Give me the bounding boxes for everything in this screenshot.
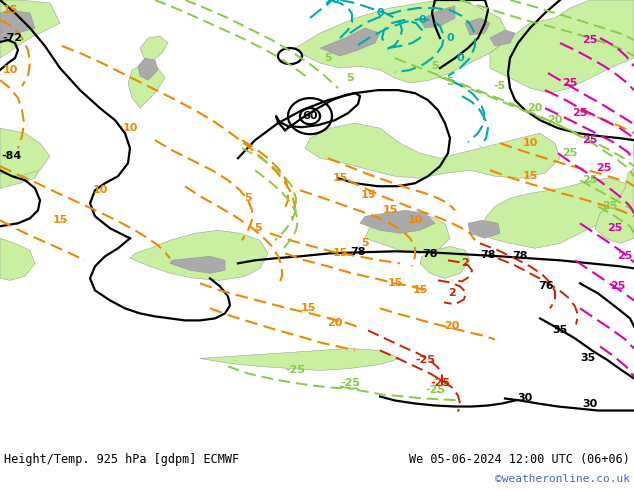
Text: -25: -25 (425, 386, 445, 395)
Text: 25: 25 (582, 175, 598, 185)
Polygon shape (305, 123, 560, 178)
Text: 15: 15 (360, 190, 376, 200)
Text: 20: 20 (547, 115, 563, 125)
Polygon shape (468, 220, 500, 238)
Text: 10: 10 (122, 123, 138, 133)
Text: We 05-06-2024 12:00 UTC (06+06): We 05-06-2024 12:00 UTC (06+06) (409, 453, 630, 466)
Polygon shape (0, 0, 60, 58)
Polygon shape (140, 36, 168, 63)
Polygon shape (490, 0, 634, 93)
Text: 15: 15 (332, 173, 347, 183)
Text: 2: 2 (448, 289, 456, 298)
Text: 25: 25 (597, 163, 612, 173)
Text: Height/Temp. 925 hPa [gdpm] ECMWF: Height/Temp. 925 hPa [gdpm] ECMWF (4, 453, 239, 466)
Text: 2: 2 (461, 258, 469, 269)
Text: 35: 35 (580, 353, 595, 364)
Polygon shape (320, 28, 380, 56)
Text: 30: 30 (517, 393, 533, 403)
Polygon shape (0, 148, 40, 188)
Text: -84: -84 (2, 151, 22, 161)
Text: 5: 5 (244, 193, 252, 203)
Polygon shape (420, 6, 455, 28)
Text: 25: 25 (607, 223, 623, 233)
Text: 15: 15 (301, 303, 316, 314)
Polygon shape (465, 18, 490, 35)
Text: 60: 60 (302, 111, 318, 121)
Text: 10: 10 (3, 65, 18, 75)
Text: 5: 5 (324, 53, 332, 63)
Text: 15: 15 (522, 171, 538, 181)
Text: 5: 5 (446, 77, 454, 87)
Text: 15: 15 (3, 5, 18, 15)
Text: 0: 0 (331, 0, 339, 5)
Text: ©weatheronline.co.uk: ©weatheronline.co.uk (495, 474, 630, 484)
Text: 0: 0 (456, 53, 464, 63)
Text: 0: 0 (446, 33, 454, 43)
Polygon shape (0, 128, 50, 176)
Text: -25: -25 (340, 378, 360, 389)
Text: 20: 20 (444, 321, 460, 331)
Text: -25: -25 (430, 378, 450, 389)
Text: 15: 15 (387, 278, 403, 288)
Text: 25: 25 (618, 251, 633, 261)
Polygon shape (295, 0, 510, 83)
Text: -25: -25 (285, 366, 305, 375)
Polygon shape (130, 230, 268, 280)
Polygon shape (420, 246, 470, 278)
Text: 15: 15 (53, 215, 68, 225)
Text: 35: 35 (552, 325, 567, 336)
Text: 0: 0 (376, 8, 384, 18)
Polygon shape (485, 178, 630, 248)
Polygon shape (0, 238, 35, 280)
Text: 25: 25 (562, 78, 578, 88)
Polygon shape (360, 210, 435, 233)
Text: 5: 5 (346, 73, 354, 83)
Text: 78: 78 (480, 250, 496, 260)
Text: -5: -5 (494, 81, 506, 91)
Text: 5: 5 (254, 223, 262, 233)
Polygon shape (365, 216, 450, 253)
Text: 10: 10 (93, 185, 108, 195)
Polygon shape (490, 30, 515, 46)
Text: 30: 30 (583, 398, 598, 409)
Text: 15: 15 (412, 285, 428, 295)
Text: 78: 78 (422, 249, 437, 259)
Text: 20: 20 (527, 103, 543, 113)
Text: 20: 20 (327, 318, 343, 328)
Polygon shape (595, 138, 634, 244)
Polygon shape (170, 256, 225, 273)
Text: 25: 25 (562, 148, 578, 158)
Text: 76: 76 (538, 281, 554, 292)
Polygon shape (128, 63, 165, 108)
Text: 25: 25 (602, 201, 618, 211)
Text: -25: -25 (415, 355, 435, 366)
Text: 78: 78 (512, 251, 527, 261)
Polygon shape (0, 10, 35, 43)
Text: 25: 25 (582, 35, 598, 45)
Text: -72: -72 (2, 33, 22, 43)
Text: 5: 5 (361, 238, 369, 248)
Text: 78: 78 (350, 247, 366, 257)
Polygon shape (138, 58, 158, 80)
Text: 15: 15 (382, 205, 398, 215)
Text: 25: 25 (573, 108, 588, 118)
Polygon shape (200, 348, 400, 370)
Text: 10: 10 (522, 138, 538, 148)
Text: 25: 25 (582, 135, 598, 145)
Text: 5: 5 (431, 61, 439, 71)
Text: 25: 25 (611, 281, 626, 292)
Text: 10: 10 (407, 215, 423, 225)
Text: 0: 0 (418, 15, 426, 25)
Text: 15: 15 (332, 248, 347, 258)
